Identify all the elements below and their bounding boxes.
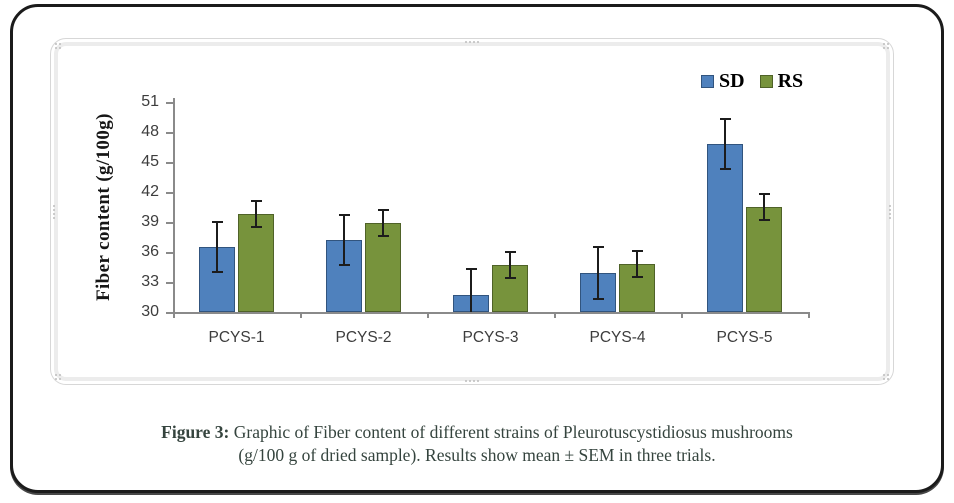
- error-bar: [763, 194, 765, 220]
- error-bar-cap-bottom: [592, 298, 604, 300]
- frame-handle-bottom: [465, 380, 479, 382]
- y-axis-tick-label: 45: [141, 153, 159, 170]
- error-bar-cap-bottom: [758, 219, 770, 221]
- category-label: PCYS-5: [716, 329, 773, 346]
- figure-caption: Figure 3: Graphic of Fiber content of di…: [13, 421, 941, 467]
- frame-handle-left: [53, 204, 55, 219]
- caption-figure-label: Figure 3:: [161, 422, 230, 442]
- y-axis-tick: [166, 192, 173, 194]
- caption-text-line2: (g/100 g of dried sample). Results show …: [238, 445, 716, 465]
- frame-handle-top-left: [55, 43, 61, 49]
- legend-label-rs: RS: [777, 70, 804, 92]
- y-axis-tick-label: 51: [141, 93, 159, 110]
- error-bar-cap-top: [338, 214, 350, 216]
- x-axis-line: [173, 312, 809, 314]
- error-bar-cap-top: [250, 200, 262, 202]
- bar-rs-pcys-2: [365, 223, 401, 312]
- x-axis-tick: [427, 312, 429, 318]
- error-bar: [470, 269, 472, 312]
- error-bar-cap-bottom: [719, 168, 731, 170]
- error-bar: [343, 215, 345, 265]
- y-axis-tick: [166, 102, 173, 104]
- error-bar-cap-bottom: [338, 264, 350, 266]
- x-axis-tick: [808, 312, 810, 318]
- bar-rs-pcys-5: [746, 207, 782, 312]
- x-axis-tick: [173, 312, 175, 318]
- y-axis-tick-label: 36: [141, 243, 159, 260]
- error-bar-cap-bottom: [250, 226, 262, 228]
- frame-handle-right: [889, 204, 891, 219]
- caption-text-line1: Graphic of Fiber content of different st…: [233, 422, 793, 442]
- y-axis-tick: [166, 132, 173, 134]
- figure-border: Fiber content (g/100g) SD RS 30 33 36 39 42 45…: [10, 4, 944, 493]
- error-bar-cap-top: [504, 251, 516, 253]
- error-bar-cap-bottom: [377, 235, 389, 237]
- chart-frame-inner-border: [54, 42, 890, 381]
- error-bar: [509, 252, 511, 278]
- error-bar-cap-top: [592, 246, 604, 248]
- error-bar-cap-top: [465, 268, 477, 270]
- y-axis-tick-label: 33: [141, 273, 159, 290]
- y-axis-tick-label: 39: [141, 213, 159, 230]
- error-bar-cap-top: [758, 193, 770, 195]
- legend-label-sd: SD: [719, 70, 745, 92]
- legend-swatch-rs: [759, 75, 773, 88]
- frame-handle-bottom-left: [55, 374, 61, 380]
- category-label: PCYS-2: [335, 329, 392, 346]
- y-axis-title: Fiber content (g/100g): [93, 113, 114, 301]
- error-bar: [216, 222, 218, 272]
- y-axis-tick-label: 48: [141, 123, 159, 140]
- category-label: PCYS-1: [208, 329, 265, 346]
- error-bar-cap-top: [211, 221, 223, 223]
- error-bar-cap-bottom: [211, 271, 223, 273]
- error-bar: [724, 119, 726, 169]
- error-bar-cap-bottom: [631, 276, 643, 278]
- chart-frame: Fiber content (g/100g) SD RS 30 33 36 39 42 45…: [50, 38, 894, 385]
- y-axis-tick: [166, 282, 173, 284]
- caption-line-1: Figure 3: Graphic of Fiber content of di…: [13, 421, 941, 444]
- y-axis-line: [173, 98, 175, 313]
- legend-swatch-sd: [701, 75, 714, 88]
- error-bar: [255, 201, 257, 227]
- x-axis-tick: [300, 312, 302, 318]
- error-bar: [636, 251, 638, 277]
- bar-chart: Fiber content (g/100g) SD RS 30 33 36 39 42 45…: [51, 39, 893, 384]
- x-axis-tick: [681, 312, 683, 318]
- y-axis-tick: [166, 162, 173, 164]
- y-axis-tick-label: 42: [141, 183, 159, 200]
- y-axis-tick: [166, 252, 173, 254]
- error-bar-cap-bottom: [504, 277, 516, 279]
- y-axis-tick: [166, 312, 173, 314]
- frame-handle-top: [465, 41, 479, 43]
- y-axis-tick: [166, 222, 173, 224]
- x-axis-tick: [554, 312, 556, 318]
- error-bar-cap-top: [377, 209, 389, 211]
- caption-line-2: (g/100 g of dried sample). Results show …: [13, 444, 941, 467]
- frame-handle-top-right: [883, 43, 889, 49]
- frame-handle-bottom-right: [883, 374, 889, 380]
- legend-item-rs: RS: [759, 70, 804, 93]
- error-bar: [382, 210, 384, 236]
- chart-legend: SD RS: [701, 70, 803, 93]
- error-bar-cap-top: [719, 118, 731, 120]
- error-bar: [597, 247, 599, 299]
- error-bar-cap-top: [631, 250, 643, 252]
- y-axis-tick-label: 30: [141, 303, 159, 320]
- bar-rs-pcys-1: [238, 214, 274, 312]
- bar-sd-pcys-5: [707, 144, 743, 312]
- legend-item-sd: SD: [701, 70, 745, 93]
- category-label: PCYS-3: [462, 329, 519, 346]
- category-label: PCYS-4: [589, 329, 646, 346]
